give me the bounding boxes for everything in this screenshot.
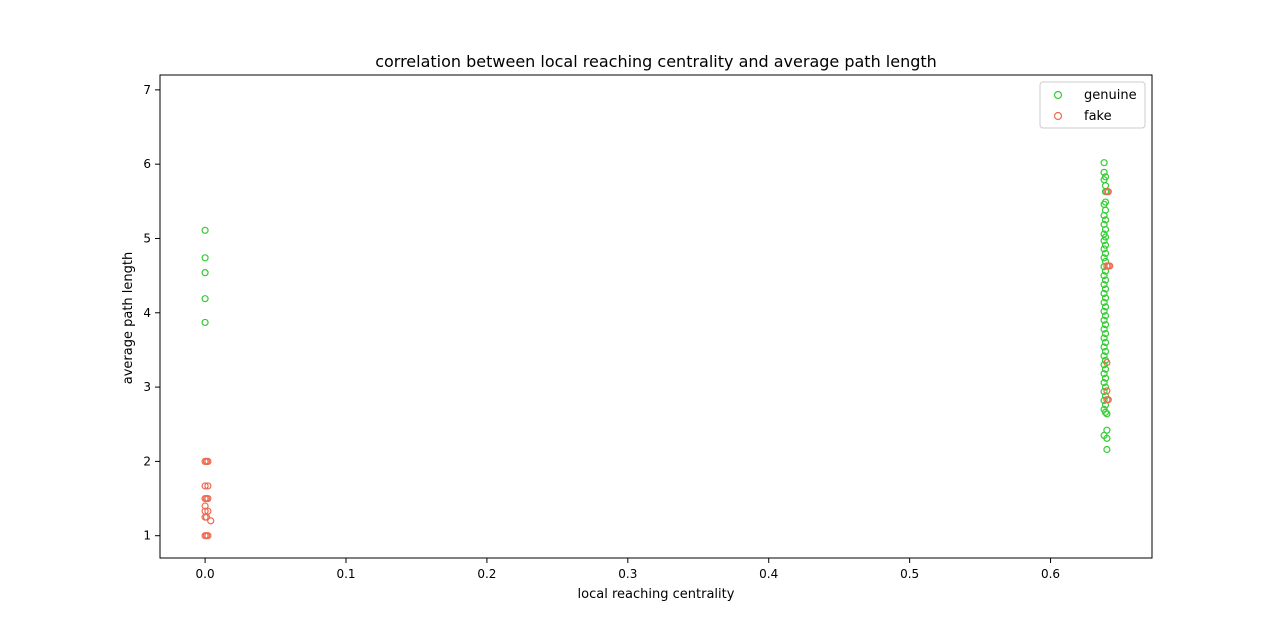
data-point-genuine [1101,329,1110,338]
data-point-genuine [1101,294,1110,302]
data-point-genuine [1100,298,1108,306]
axis-ticks-layer: 0.0 0.1 0.2 0.3 0.4 0.5 0.6 1 2 3 4 5 6 7 [143,83,1060,581]
data-point-genuine [201,318,209,327]
data-point-genuine [1100,379,1108,387]
data-point-fake [204,457,212,465]
data-point-genuine [1101,365,1110,373]
data-points-layer [201,159,1114,540]
data-point-fake [1104,188,1112,196]
data-point-genuine [1100,168,1108,176]
data-point-genuine [1100,289,1108,298]
legend-label-fake: fake [1084,109,1112,124]
data-point-fake [204,494,212,503]
data-point-fake [1103,358,1111,367]
data-point-genuine [1101,249,1110,257]
plot-area-frame [159,74,1153,559]
data-point-genuine [1101,233,1110,241]
data-point-fake [1104,396,1112,404]
chart-title: correlation between local reaching centr… [375,52,937,71]
data-point-genuine [1100,396,1108,405]
data-point-genuine [1100,370,1108,378]
data-point-genuine [1100,272,1108,280]
legend-marker-fake [1053,111,1063,121]
data-point-genuine [1101,276,1110,284]
y-tick-label: 6 [143,157,151,171]
x-tick-label: 0.0 [196,567,215,581]
data-point-genuine [1101,374,1110,382]
legend-label-genuine: genuine [1084,88,1137,103]
data-point-genuine [1100,387,1108,396]
data-point-genuine [1100,352,1108,360]
data-point-genuine [1100,334,1108,342]
data-point-genuine [1101,408,1110,416]
y-tick-label: 1 [143,529,151,543]
data-point-genuine [201,254,209,262]
data-point-genuine [1101,338,1110,347]
data-point-genuine [1100,211,1108,220]
data-point-genuine [1101,321,1110,329]
data-point-genuine [1101,285,1110,293]
x-tick-label: 0.6 [1041,567,1060,581]
data-point-fake [202,513,211,521]
data-point-genuine [1101,303,1110,311]
x-tick-label: 0.4 [759,567,778,581]
data-point-genuine [1100,237,1108,245]
x-tick-label: 0.1 [336,567,355,581]
x-tick-label: 0.5 [900,567,919,581]
data-point-genuine [1100,245,1108,253]
data-point-genuine [1100,307,1108,315]
data-point-genuine [201,269,209,277]
x-tick-label: 0.3 [618,567,637,581]
data-point-genuine [1101,383,1110,391]
data-point-genuine [1103,410,1111,418]
y-axis-label: average path length [121,252,136,384]
data-point-genuine [1100,325,1108,333]
data-point-genuine [1100,280,1108,289]
data-point-genuine [201,295,209,303]
legend-marker-genuine [1053,90,1063,100]
data-point-genuine [1100,254,1108,262]
data-point-genuine [1101,182,1110,190]
chart-legend: genuine fake [1039,81,1146,129]
data-point-genuine [1101,241,1110,249]
data-point-genuine [1100,316,1108,324]
legend-box [1039,81,1146,129]
y-tick-label: 5 [143,231,151,245]
data-point-genuine [1101,225,1110,234]
data-point-genuine [1101,347,1110,356]
data-point-genuine [1103,445,1111,454]
data-point-fake [204,532,212,540]
y-tick-label: 2 [143,454,151,468]
data-point-fake [204,482,212,490]
data-point-fake [201,482,209,490]
x-axis-label: local reaching centrality [578,587,735,602]
data-point-genuine [1100,343,1108,351]
data-point-fake [1106,262,1114,270]
data-point-genuine [1101,312,1110,320]
data-point-genuine [1101,216,1110,224]
y-tick-label: 4 [143,306,151,320]
data-point-genuine [1100,159,1108,167]
data-point-fake [1103,387,1111,395]
data-point-genuine [201,226,209,234]
data-point-genuine [1103,434,1111,442]
y-tick-label: 3 [143,380,151,394]
y-tick-label: 7 [143,83,151,97]
data-point-fake [207,517,215,525]
x-tick-label: 0.2 [477,567,496,581]
